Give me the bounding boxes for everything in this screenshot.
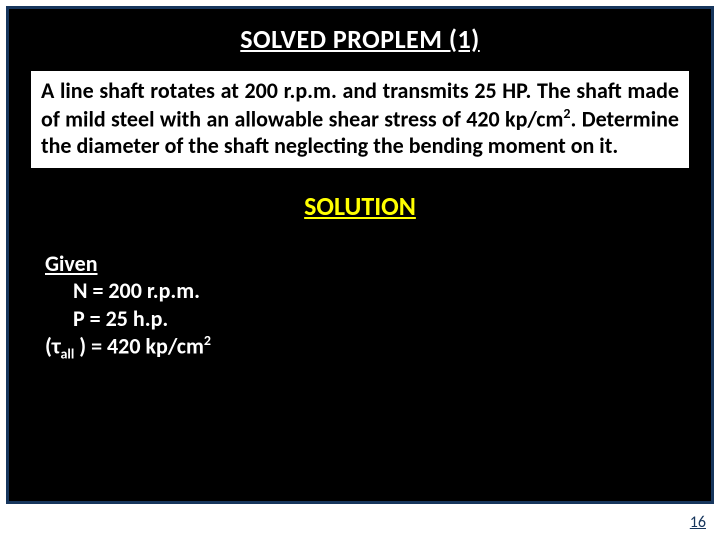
problem-sup: 2 — [563, 105, 570, 122]
given-line-3: (τall ) = 420 kp/cm2 — [45, 332, 711, 363]
page-number: 16 — [690, 513, 706, 532]
slide-title: SOLVED PROPLEM (1) — [9, 23, 711, 55]
problem-statement: A line shaft rotates at 200 r.p.m. and t… — [31, 71, 689, 168]
given-block: Given N = 200 r.p.m. P = 25 h.p. (τall )… — [45, 250, 711, 364]
solution-heading: SOLUTION — [9, 190, 711, 222]
tau-sup: 2 — [204, 332, 211, 349]
tau-symbol: τ — [52, 333, 61, 360]
slide-frame: SOLVED PROPLEM (1) A line shaft rotates … — [6, 6, 714, 504]
tau-subscript: all — [61, 346, 75, 363]
tau-rest-pre: ) = 420 kp/cm — [74, 333, 204, 360]
given-label: Given — [45, 250, 711, 278]
given-line-1: N = 200 r.p.m. — [73, 277, 711, 305]
tau-open: ( — [45, 333, 52, 360]
given-line-2: P = 25 h.p. — [73, 305, 711, 333]
